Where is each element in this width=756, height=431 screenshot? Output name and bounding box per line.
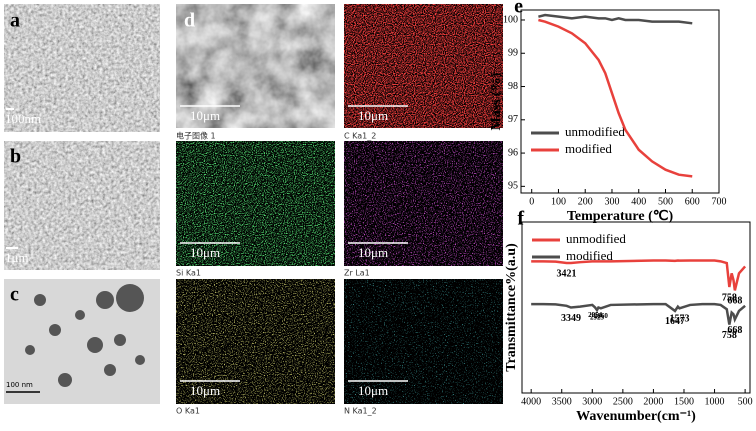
peak-label: 3421 [557, 268, 577, 279]
charts: e0 100 200 300 400 500 600 7009596979899100Temp… [489, 0, 752, 424]
panel-label: f [517, 208, 524, 230]
panel-labels: a b c d 100nm 1μm 100 nm 10μm 电子图像 1 [5, 10, 240, 393]
panel-label: d [184, 10, 195, 32]
sem-image [176, 4, 335, 128]
x-tick-label: 3000 [582, 396, 602, 407]
scale-label: 10μm [190, 383, 220, 398]
caption: C Ka1_2 [344, 132, 376, 141]
legend-label: unmodified [566, 231, 626, 246]
series-line [538, 18, 693, 178]
x-axis-label: Temperature (℃) [567, 209, 674, 224]
scale-label: 100 nm [6, 381, 33, 389]
caption: Zr La1 [344, 269, 370, 278]
plot-frame [520, 9, 720, 194]
x-tick-label: 1500 [674, 396, 694, 407]
y-axis-label: Transmittance%(a.u) [504, 243, 519, 372]
peak-label: 1573 [670, 314, 690, 325]
y-tick-label: 100 [503, 14, 518, 25]
peak-label: 2954 [588, 311, 603, 319]
series-line [531, 302, 746, 325]
scale-label: 100nm [5, 111, 41, 126]
y-tick-label: 95 [508, 181, 518, 192]
scale-label: 10μm [358, 245, 388, 260]
peak-label: 3349 [561, 313, 581, 324]
panel-label: b [10, 146, 21, 168]
series-line [538, 13, 693, 25]
y-axis-label: Mass (%) [489, 72, 504, 130]
panel-label: a [10, 10, 20, 32]
y-tick-label: 98 [508, 81, 518, 92]
peak-label: 1647 [665, 316, 685, 327]
x-tick-label: 4000 [521, 396, 541, 407]
x-tick-label: 400 [631, 196, 646, 207]
x-tick-label: 500 [738, 396, 753, 407]
y-tick-label: 96 [508, 147, 518, 158]
x-tick-label: 0 [529, 196, 534, 207]
scale-label: 10μm [358, 383, 388, 398]
peak-label: 758 [722, 292, 737, 303]
scale-label: 1μm [5, 250, 29, 265]
x-tick-label: 100 [551, 196, 566, 207]
x-tick-label: 3500 [552, 396, 572, 407]
caption: Si Ka1 [176, 269, 201, 278]
x-tick-label: 1000 [705, 396, 725, 407]
legend-label: modified [565, 141, 612, 156]
peak-label: 2923 [590, 314, 605, 322]
x-tick-label: 600 [685, 196, 700, 207]
sem-image [4, 4, 160, 132]
scale-label: 10μm [190, 245, 220, 260]
caption: N Ka1_2 [344, 407, 377, 416]
peak-label: 668 [727, 296, 742, 307]
map-labels: 10μm C Ka1_2 10μm Si Ka1 10μm Zr La1 10μm O Ka1… [176, 105, 408, 416]
legend-label: unmodified [565, 124, 625, 139]
y-tick-label: 99 [508, 48, 518, 59]
sem-image [4, 141, 160, 270]
x-tick-label: 2000 [643, 396, 663, 407]
caption: O Ka1 [176, 407, 200, 416]
tem-image [4, 279, 160, 404]
caption: 电子图像 1 [176, 131, 216, 141]
peak-label: 758 [722, 330, 737, 341]
panel-label: c [10, 284, 19, 306]
panel-label: e [514, 0, 523, 18]
scale-label: 10μm [358, 108, 388, 123]
eds-maps [176, 4, 503, 404]
plot-frame [521, 221, 751, 394]
x-tick-label: 200 [578, 196, 593, 207]
scale-label: 10μm [190, 108, 220, 123]
peak-label: 668 [727, 325, 742, 336]
peak-label: 2860 [594, 312, 609, 320]
x-tick-label: 2500 [613, 396, 633, 407]
series-line [531, 259, 747, 291]
x-tick-label: 500 [658, 196, 673, 207]
x-axis-label: Wavenumber(cm⁻¹) [576, 409, 696, 424]
y-tick-label: 97 [508, 114, 518, 125]
x-tick-label: 700 [712, 196, 727, 207]
legend-label: modified [566, 248, 613, 263]
x-tick-label: 300 [604, 196, 619, 207]
